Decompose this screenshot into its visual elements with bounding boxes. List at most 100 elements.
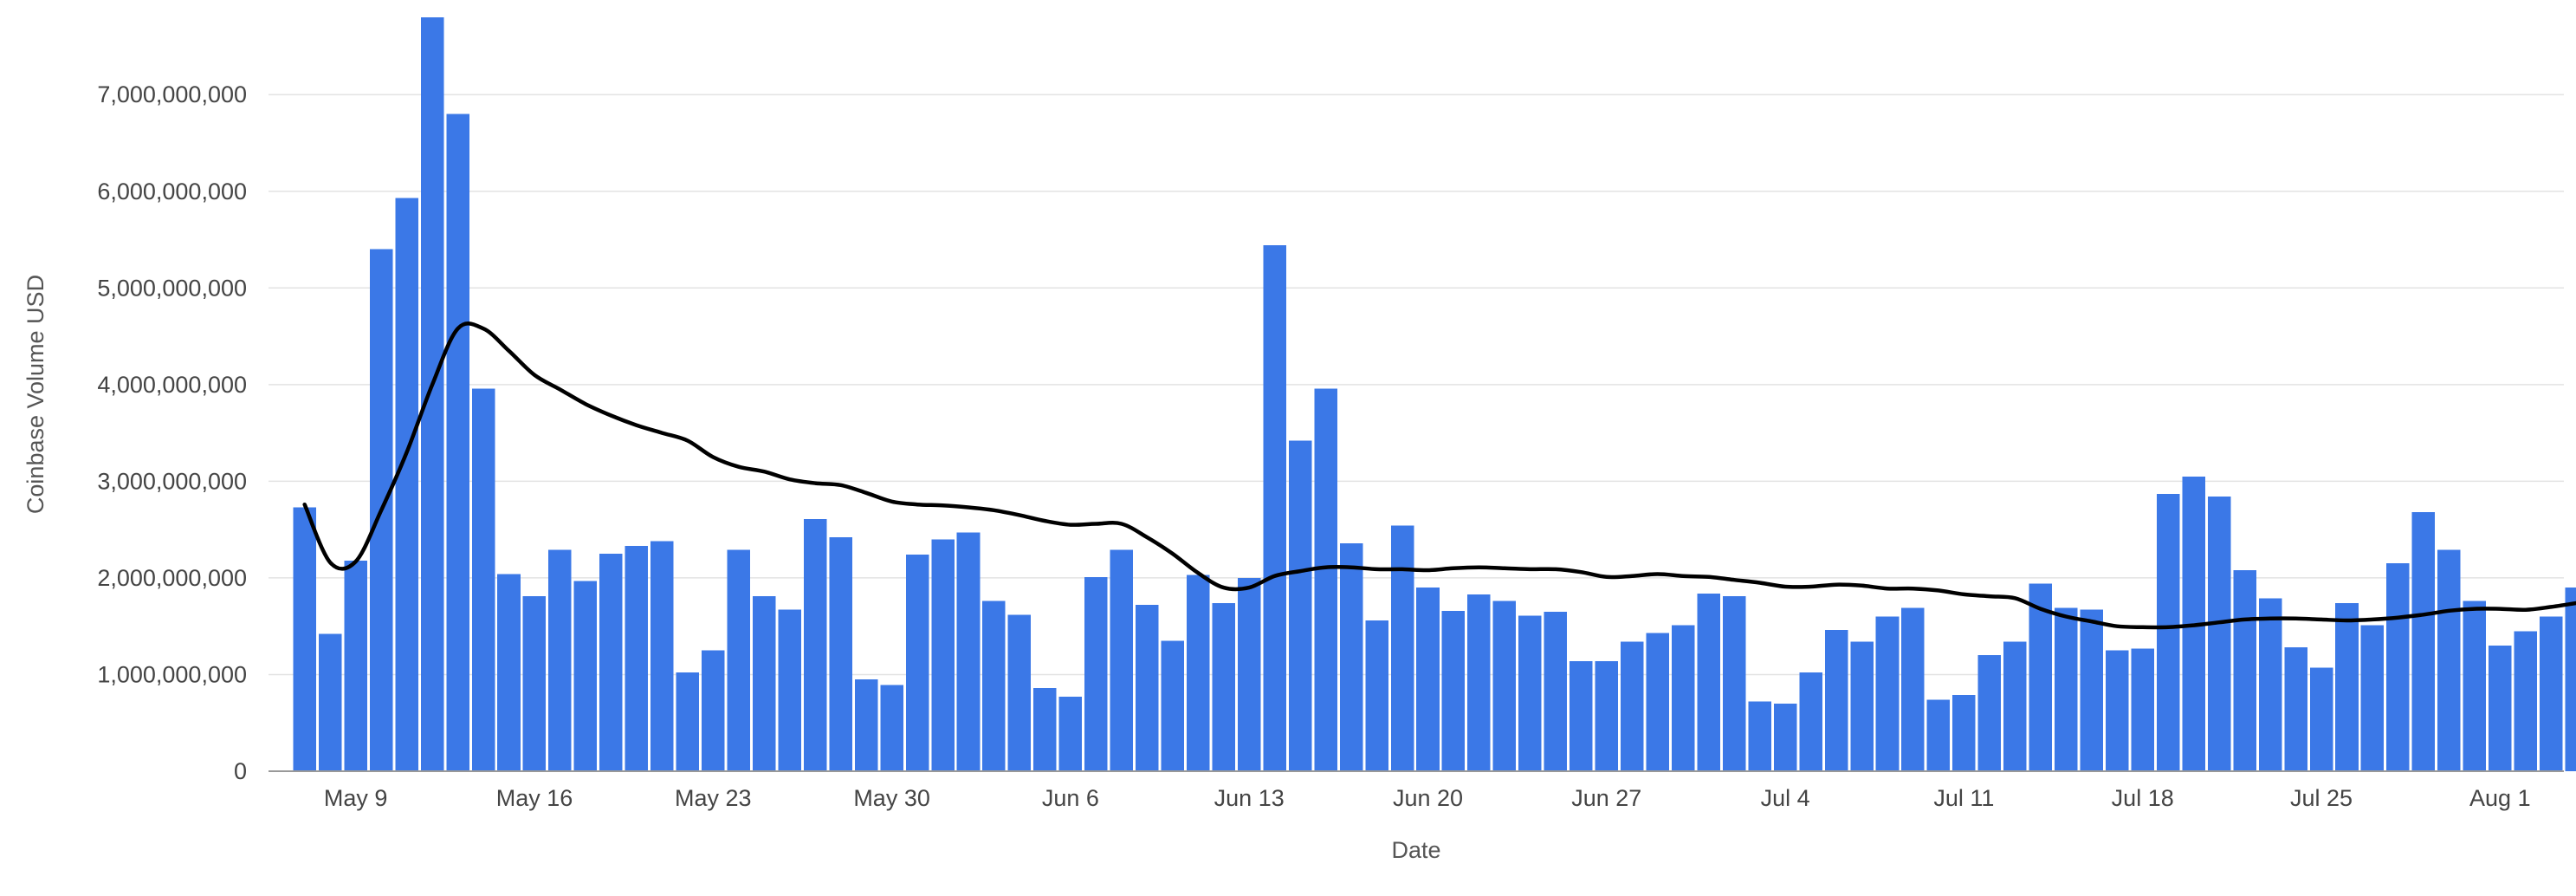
- bar: [1697, 593, 1720, 771]
- bar: [1416, 588, 1440, 771]
- bar: [1850, 641, 1874, 771]
- y-tick-label: 0: [234, 758, 247, 784]
- x-tick-label: Jun 6: [1042, 785, 1099, 811]
- bar: [778, 609, 801, 771]
- bar: [854, 679, 878, 771]
- bar: [2335, 602, 2359, 771]
- bar: [2080, 609, 2104, 771]
- bar-series: [293, 17, 2576, 772]
- bar: [1441, 610, 1466, 771]
- x-axis-ticks: May 9 May 16 May 23 May 30 Jun 6 Jun 13 Jun 20…: [324, 785, 2531, 811]
- bar: [2565, 588, 2576, 771]
- bar: [2258, 598, 2282, 771]
- bar: [2386, 563, 2410, 771]
- bar: [344, 560, 367, 771]
- bar: [2489, 646, 2512, 771]
- bar: [2309, 667, 2333, 771]
- x-tick-label: May 23: [675, 785, 752, 811]
- bar: [752, 596, 776, 771]
- bar: [420, 17, 444, 771]
- bar: [446, 114, 469, 772]
- bar: [1621, 641, 1644, 771]
- x-tick-label: May 16: [496, 785, 573, 811]
- bar: [1007, 614, 1032, 771]
- y-tick-label: 2,000,000,000: [97, 565, 247, 591]
- bar: [676, 672, 700, 771]
- bar: [625, 546, 649, 771]
- bar: [1058, 697, 1083, 771]
- bar: [1952, 694, 1976, 771]
- bar: [2233, 570, 2256, 771]
- bar: [2514, 631, 2538, 771]
- bar: [1467, 594, 1491, 771]
- bar: [2055, 607, 2078, 771]
- bar: [803, 518, 827, 771]
- bar: [982, 601, 1006, 771]
- bar: [2105, 650, 2129, 771]
- bar: [880, 685, 903, 771]
- bar: [1161, 640, 1185, 771]
- bar: [1237, 577, 1261, 771]
- bar: [1110, 549, 1134, 771]
- bar: [1595, 660, 1619, 771]
- x-tick-label: Aug 1: [2469, 785, 2531, 811]
- bar: [2463, 601, 2487, 771]
- trend-line: [302, 321, 2576, 630]
- x-tick-label: May 9: [324, 785, 388, 811]
- bar: [1671, 625, 1695, 771]
- bar: [1263, 245, 1286, 771]
- y-tick-label: 1,000,000,000: [97, 661, 247, 687]
- x-tick-label: Jun 20: [1393, 785, 1463, 811]
- bar: [1136, 605, 1159, 771]
- bar: [2207, 497, 2231, 771]
- bar: [548, 549, 572, 771]
- y-tick-label: 4,000,000,000: [97, 372, 247, 398]
- bar: [1212, 602, 1235, 771]
- bar: [1875, 616, 1900, 771]
- bar: [1314, 388, 1337, 771]
- bar: [2029, 583, 2053, 771]
- bar: [1570, 660, 1593, 771]
- x-axis-title: Date: [1391, 837, 1440, 863]
- bar: [1901, 607, 1925, 771]
- bar: [2284, 647, 2307, 771]
- bar: [395, 198, 418, 772]
- bar: [522, 596, 547, 771]
- bar: [497, 574, 521, 771]
- x-tick-label: May 30: [853, 785, 930, 811]
- x-tick-label: Jul 11: [1933, 785, 1994, 811]
- bar: [2437, 549, 2461, 771]
- bar: [829, 537, 852, 771]
- bar: [2131, 648, 2154, 771]
- x-tick-label: Jul 18: [2112, 785, 2174, 811]
- bar: [1799, 672, 1822, 771]
- bar: [599, 554, 623, 771]
- bar: [1084, 576, 1108, 771]
- bar: [1033, 688, 1057, 771]
- bar: [905, 555, 929, 771]
- bar: [1365, 620, 1388, 771]
- bar: [1339, 542, 1363, 771]
- y-tick-label: 6,000,000,000: [97, 179, 247, 205]
- y-axis-title: Coinbase Volume USD: [23, 275, 49, 514]
- bar: [1773, 703, 1797, 771]
- bar: [1646, 633, 1670, 771]
- x-tick-label: Jun 13: [1214, 785, 1285, 811]
- x-tick-label: Jul 25: [2290, 785, 2353, 811]
- bar: [1824, 630, 1848, 771]
- bar: [1518, 615, 1542, 771]
- bar: [931, 539, 955, 771]
- bar: [727, 549, 751, 771]
- bar: [1722, 596, 1746, 771]
- bar: [2003, 641, 2027, 771]
- bar: [1186, 575, 1210, 771]
- y-tick-label: 7,000,000,000: [97, 81, 247, 107]
- bar: [1977, 655, 2002, 771]
- x-tick-label: Jun 27: [1571, 785, 1641, 811]
- bar: [1492, 601, 1517, 771]
- y-tick-label: 3,000,000,000: [97, 468, 247, 494]
- bar: [1390, 525, 1414, 771]
- bar: [702, 650, 725, 771]
- bar: [1544, 611, 1568, 771]
- bar: [2360, 625, 2385, 771]
